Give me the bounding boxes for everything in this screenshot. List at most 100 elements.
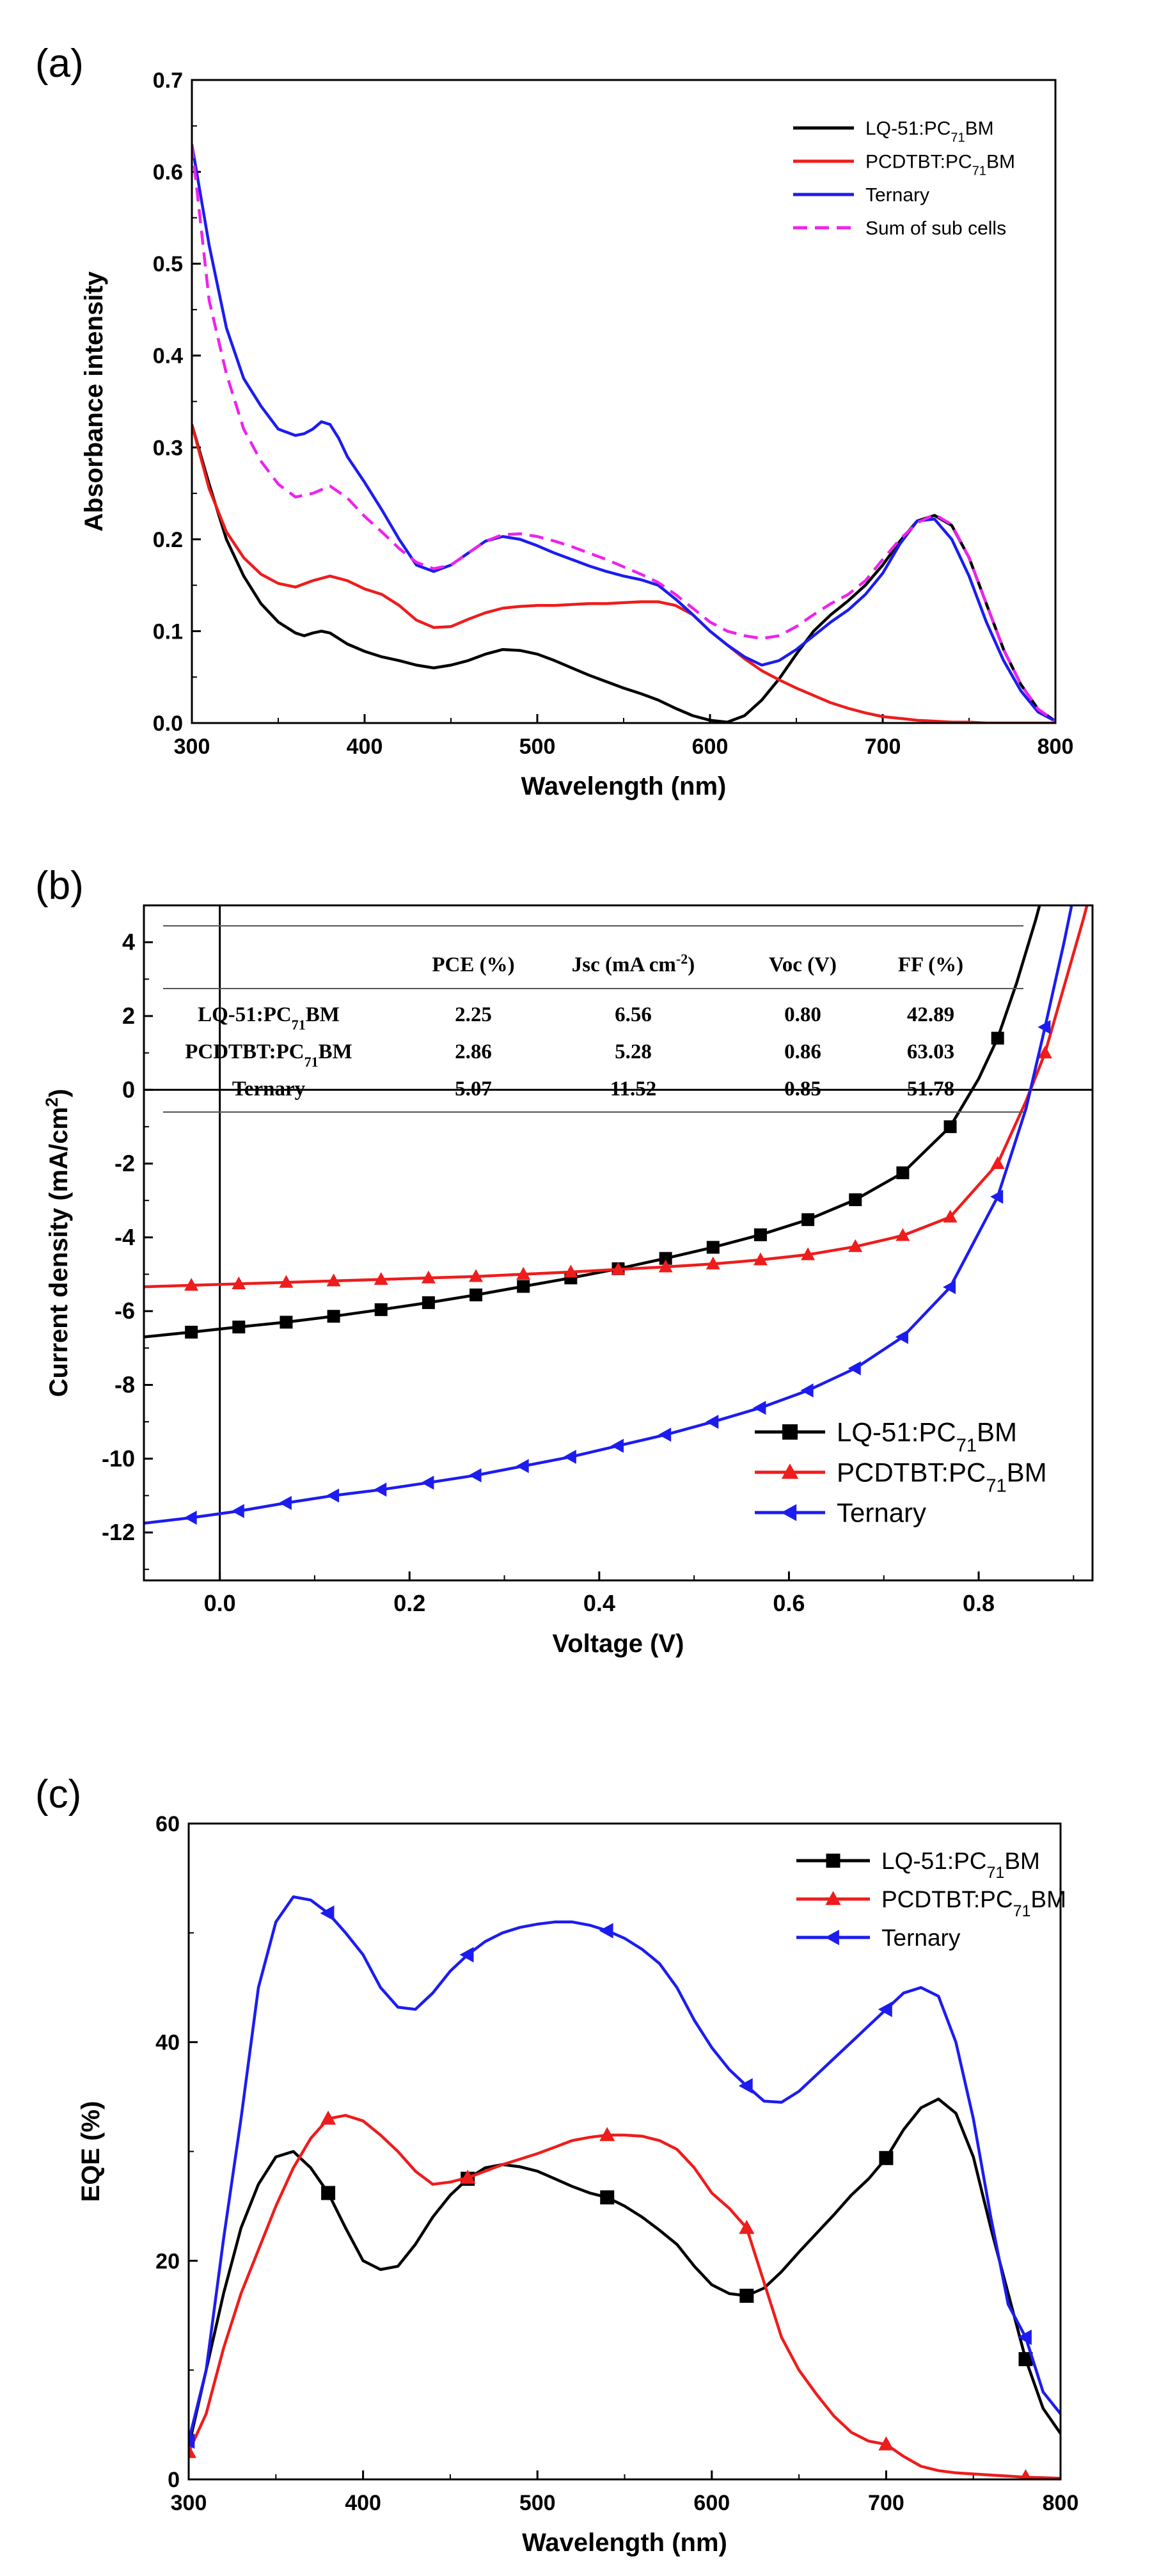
data-point [738,2078,753,2094]
data-point [599,1923,613,1939]
data-point [658,1259,673,1273]
data-point [943,1209,958,1223]
series-line-1 [192,424,1055,723]
data-point [189,2444,197,2458]
legend-label-base: LQ-51:PC [881,1848,987,1874]
data-point [706,1415,719,1429]
x-tick-label: 700 [868,2491,904,2515]
table-header-text: Jsc (mA cm [572,953,676,976]
x-tick-label: 300 [174,735,210,759]
data-point [659,1252,672,1265]
table-header: PCE (%) [432,953,514,976]
y-tick-label: 20 [155,2249,180,2273]
data-point [754,1228,767,1241]
legend-label-subscript: 71 [956,1436,977,1456]
table-row-label-subscript: 71 [292,1017,306,1033]
data-point [878,2001,892,2017]
table-header: Jsc (mA cm-2) [572,951,695,977]
series-line-1 [189,2113,1061,2479]
y-axis-title-text: EQE (%) [77,2101,105,2202]
legend-label-base: PCDTBT:PC [881,1886,1013,1912]
legend-label-tail: BM [1030,1886,1066,1912]
y-axis-title-text: Current density (mA/cm [45,1107,73,1397]
legend-label-base: Ternary [865,185,929,206]
data-point [374,1483,387,1497]
y-tick-label: 0 [168,2468,180,2492]
x-axis-title: Voltage (V) [553,1630,684,1658]
y-tick-label: 0 [122,1076,135,1102]
series-line-2 [189,1895,1061,2442]
legend-label: LQ-51:PC71BM [837,1417,1017,1456]
y-axis-title: EQE (%) [77,2101,105,2202]
legend-label-subscript: 71 [1013,1902,1031,1920]
legend-label-base: Sum of sub cells [865,218,1006,239]
data-point [739,2289,754,2303]
data-point [848,1361,861,1376]
data-point [896,1228,910,1241]
data-point [878,2436,894,2451]
x-tick-label: 0.2 [393,1590,425,1616]
y-tick-label: 0.3 [153,436,183,460]
table-row-label-base: PCDTBT:PC [185,1040,304,1063]
data-point [326,1273,341,1287]
table-row-label: LQ-51:PC71BM [198,1003,340,1033]
data-point [1038,1046,1052,1059]
legend-label: LQ-51:PC71BM [881,1848,1040,1882]
legend-marker [781,1504,797,1522]
legend-label-tail: BM [986,152,1015,173]
data-point [184,1278,199,1291]
legend-label-tail: BM [965,118,994,139]
data-point [879,2151,894,2165]
table-row-label-base: LQ-51:PC [198,1003,292,1026]
y-tick-label: -12 [102,1519,135,1545]
legend-label-tail: BM [977,1417,1017,1447]
table-cell: 42.89 [907,1003,954,1026]
data-point [185,1326,198,1339]
legend-label: Ternary [837,1498,926,1528]
data-point [468,1468,482,1483]
x-tick-label: 500 [519,735,556,759]
series-line-0 [192,424,1055,723]
x-tick-label: 500 [519,2491,556,2515]
data-point [184,1510,197,1525]
data-point [320,1905,335,1921]
y-tick-label: 0.5 [153,252,183,276]
y-tick-label: -10 [102,1445,135,1472]
legend-label-tail: BM [1007,1458,1047,1488]
table-cell: 2.25 [455,1003,492,1026]
table-header-superscript: -2 [676,951,688,967]
y-axis-title-tail: ) [45,1089,73,1097]
table-header-text: FF (%) [898,953,963,976]
x-tick-label: 600 [692,735,729,759]
table-row-label-subscript: 71 [304,1054,319,1070]
parameter-table: PCE (%) Jsc (mA cm-2) Voc (V) FF (%) LQ-51:P… [163,925,1023,1113]
data-point [800,1383,814,1398]
legend-marker [781,1463,799,1479]
table-row-label: Ternary [232,1077,306,1101]
y-axis-title: Current density (mA/cm2) [42,1089,73,1397]
table-cell: 5.28 [615,1040,652,1063]
table-header: FF (%) [898,953,963,976]
legend-label: LQ-51:PC71BM [865,118,994,145]
legend-label-tail: BM [1004,1848,1040,1874]
legend-label: PCDTBT:PC71BM [837,1458,1047,1497]
data-point [374,1272,388,1285]
data-point [849,1193,862,1207]
data-point [753,1401,766,1415]
table-header: Voc (V) [769,953,837,976]
y-tick-label: -2 [114,1150,135,1177]
data-point [1017,2329,1032,2346]
data-point [801,1247,816,1260]
series-line-3 [192,144,1055,722]
y-tick-label: 40 [155,2031,180,2055]
plot-frame [143,904,1094,1582]
data-point [706,1241,720,1254]
series-group [144,905,1089,1525]
table-cell: 2.86 [455,1040,492,1063]
data-point [990,1189,1004,1204]
data-point [991,1031,1004,1045]
series-line-2 [192,144,1055,723]
